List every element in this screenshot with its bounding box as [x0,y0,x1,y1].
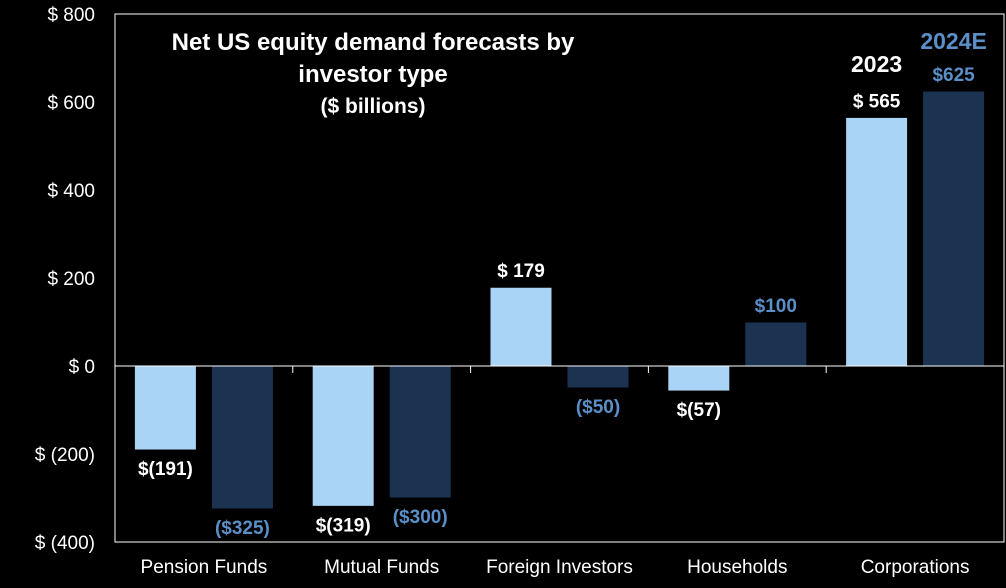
y-tick-label: $ 400 [47,181,95,202]
data-label: $100 [755,296,797,317]
chart-title-line-2: investor type [298,61,447,88]
legend-item-2024e: 2024E [920,28,987,54]
legend-item-2023: 2023 [851,51,902,77]
x-category-label: Pension Funds [141,557,268,578]
bar-2023-foreign-investors [489,286,553,367]
y-tick-label: $ (200) [35,445,95,466]
bar-2023-corporations [845,116,909,367]
bar-2024e-foreign-investors [566,365,630,389]
data-label: $ 179 [497,261,545,282]
data-label: $(191) [138,459,193,480]
data-label: $(57) [677,400,721,421]
plot-frame [114,13,1005,543]
data-labels: $(191) ($325) $(319) ($300) $ 179 ($50) $(57) $… [138,65,975,539]
y-tick-label: $ 600 [47,93,95,114]
x-category-label: Households [687,557,787,578]
data-label: $625 [932,65,975,86]
y-tick-label: $ (400) [35,533,95,554]
data-label: $ 565 [853,91,901,112]
x-axis: Pension Funds Mutual Funds Foreign Investo… [115,365,1004,578]
data-label: ($300) [393,507,448,528]
y-tick-label: $ 200 [47,269,95,290]
bar-2024e-corporations [922,90,986,367]
chart-title-line-1: Net US equity demand forecasts by [172,29,575,56]
y-tick-label: $ 800 [47,5,95,26]
x-category-label: Corporations [861,557,970,578]
bar-2024e-pension-funds [210,365,274,510]
x-category-label: Mutual Funds [324,557,439,578]
chart-title: Net US equity demand forecasts by invest… [172,29,575,118]
data-label: ($50) [576,397,620,418]
chart-subtitle-units: ($ billions) [321,95,426,118]
bar-2024e-mutual-funds [388,365,452,499]
bar-2023-pension-funds [133,365,197,451]
data-label: $(319) [316,515,371,536]
x-category-label: Foreign Investors [486,557,633,578]
bar-series [133,90,986,510]
bar-2023-households [667,365,731,392]
y-axis: $ 800 $ 600 $ 400 $ 200 $ 0 $ (200) $ (400) [35,5,1005,554]
data-label: ($325) [215,518,270,539]
y-tick-label: $ 0 [69,357,95,378]
legend: 2023 2024E [851,28,987,77]
bar-2023-mutual-funds [311,365,375,507]
bar-2024e-households [744,321,808,367]
